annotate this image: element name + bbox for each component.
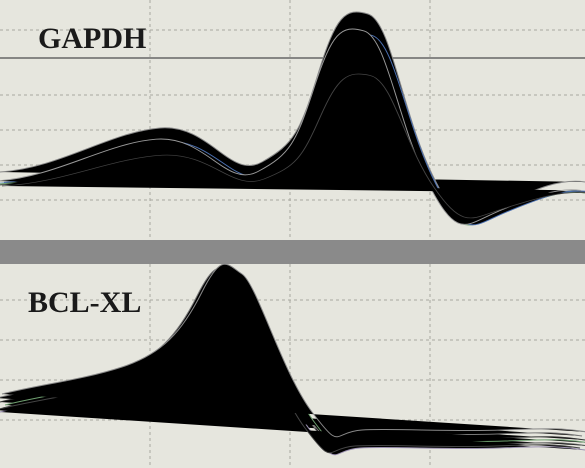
panel-label: GAPDH xyxy=(38,22,146,55)
separator xyxy=(0,240,585,264)
panel-label: BCL-XL xyxy=(28,286,141,319)
